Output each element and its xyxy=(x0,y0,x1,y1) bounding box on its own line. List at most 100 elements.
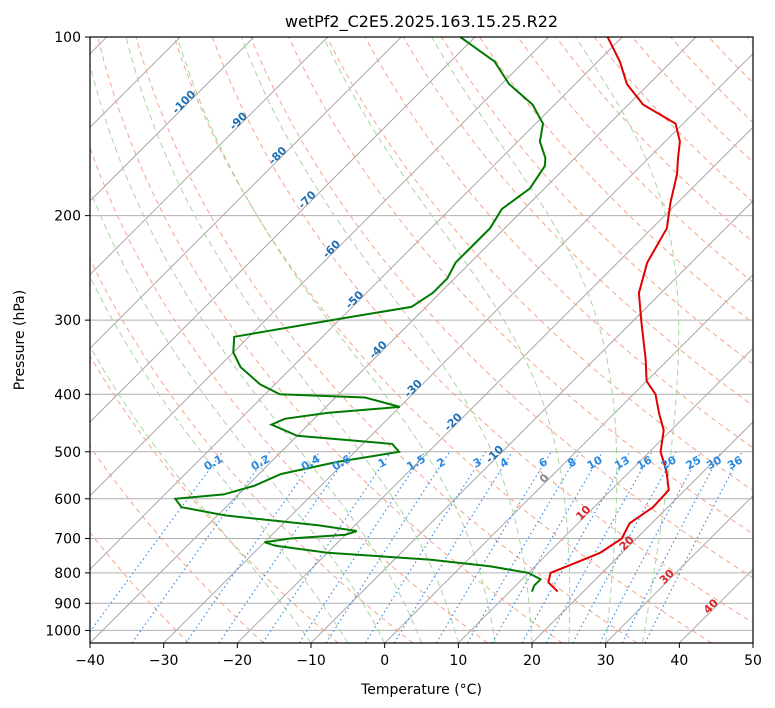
dry-adiabat-line xyxy=(250,37,753,579)
mixing-ratio-line xyxy=(325,451,451,643)
temperature-line xyxy=(547,37,681,593)
dry-adiabat-line xyxy=(440,37,753,365)
isotherm-label: 40 xyxy=(701,596,721,616)
y-tick-label: 900 xyxy=(54,596,81,612)
mixing-ratio-line xyxy=(572,451,677,643)
y-tick-label: 100 xyxy=(54,30,81,46)
mixing-ratio-line xyxy=(521,451,631,643)
dry-adiabat-line xyxy=(90,445,264,643)
isotherm-line xyxy=(678,568,753,643)
moist-adiabat-line xyxy=(240,37,533,643)
x-tick-label: 20 xyxy=(523,653,541,669)
mixing-ratio-label: 25 xyxy=(684,453,704,472)
mixing-ratio-line xyxy=(185,451,321,643)
isotherm-line xyxy=(90,37,550,497)
y-tick-label: 200 xyxy=(54,209,81,225)
mixing-ratio-line xyxy=(262,451,392,643)
x-tick-label: −10 xyxy=(296,653,326,669)
moist-adiabat-line xyxy=(575,37,680,643)
dry-adiabat-line xyxy=(90,355,339,643)
y-tick-label: 300 xyxy=(54,313,81,329)
mixing-ratio-line xyxy=(90,451,224,633)
mixing-ratio-line xyxy=(466,451,581,643)
x-tick-label: 10 xyxy=(449,653,467,669)
chart-title: wetPf2_C2E5.2025.163.15.25.R22 xyxy=(285,12,558,32)
x-tick-label: −20 xyxy=(223,653,253,669)
isotherm-line xyxy=(90,37,402,350)
x-tick-label: −30 xyxy=(149,653,179,669)
mixing-ratio-line xyxy=(435,451,552,643)
isotherm-line xyxy=(90,37,476,423)
y-axis-label: Pressure (hPa) xyxy=(12,290,28,390)
isotherm-line xyxy=(90,37,623,571)
moist-adiabat-line xyxy=(125,37,459,643)
dry-adiabat-line xyxy=(211,37,753,624)
isotherm-line xyxy=(90,37,697,643)
plot-frame xyxy=(89,36,754,644)
y-tick-label: 800 xyxy=(54,566,81,582)
isotherm-label: -90 xyxy=(227,109,250,132)
dry-adiabat-line xyxy=(90,257,414,643)
mixing-ratio-label: 8 xyxy=(565,455,578,470)
dry-adiabat-line xyxy=(90,146,488,643)
mixing-ratio-label: 3 xyxy=(471,455,484,470)
dry-adiabat-line xyxy=(708,37,753,84)
mixing-ratio-line xyxy=(131,451,271,643)
mixing-ratio-label: 0.4 xyxy=(299,452,323,473)
dry-adiabat-line xyxy=(288,37,753,535)
y-tick-label: 600 xyxy=(54,492,81,508)
x-axis-label: Temperature (°C) xyxy=(360,682,482,698)
isotherm-label: -60 xyxy=(320,237,343,260)
mixing-ratio-label: 0.6 xyxy=(330,452,354,473)
isotherm-line xyxy=(457,347,753,643)
mixing-ratio-label: 10 xyxy=(585,453,605,472)
mixing-ratio-line xyxy=(364,451,487,643)
isotherm-label: -50 xyxy=(343,288,366,311)
mixing-ratio-label: 16 xyxy=(635,453,655,472)
moist-adiabat-line xyxy=(90,345,312,643)
dry-adiabat-line xyxy=(326,37,753,492)
isopleth-labels: 0.1 0.2 0.4 0.6 1 1.5 2 3 4 6 8 10 13 16 20 25 30 36-100-… xyxy=(170,88,746,617)
isotherm-line xyxy=(752,642,753,643)
dry-adiabat-line xyxy=(555,37,753,243)
moist-adiabat-line xyxy=(90,188,386,643)
axes: −40 −30 −20 −10 0 10 20 30 40 50 100 200 300 400 500 60… xyxy=(45,30,762,669)
isotherm-line xyxy=(531,421,753,643)
mixing-ratio-label: 30 xyxy=(704,453,724,472)
isotherm-line xyxy=(605,494,753,643)
dry-adiabat-line xyxy=(135,37,638,643)
mixing-ratio-label: 0.1 xyxy=(202,452,225,473)
dewpoint-line xyxy=(173,37,547,592)
isotherm-line xyxy=(90,37,255,202)
dry-adiabat-line xyxy=(670,37,753,124)
dry-adiabat-line xyxy=(517,37,753,284)
isotherm-line xyxy=(90,37,329,276)
mixing-ratio-label: 13 xyxy=(612,453,632,472)
dry-adiabat-line xyxy=(479,37,753,324)
isotherm-label: -80 xyxy=(266,144,289,167)
dry-adiabat-line xyxy=(90,531,190,643)
isotherm-label: -30 xyxy=(402,377,425,400)
mixing-ratio-line xyxy=(599,451,702,643)
isotherm-line xyxy=(384,273,753,643)
isotherm-label: -40 xyxy=(367,338,390,361)
y-tick-label: 1000 xyxy=(45,623,81,639)
y-tick-label: 700 xyxy=(54,532,81,548)
y-tick-label: 500 xyxy=(54,445,81,461)
mixing-ratio-line xyxy=(218,451,351,643)
moist-adiabat-line xyxy=(90,62,422,643)
isotherm-label: -20 xyxy=(442,410,465,433)
y-tick-label: 400 xyxy=(54,387,81,403)
moist-adiabat-line xyxy=(176,37,496,643)
dry-adiabat-line xyxy=(402,37,753,407)
dry-adiabat-line xyxy=(593,37,753,203)
mixing-ratio-label: 1 xyxy=(376,455,389,470)
isotherm-label: 20 xyxy=(617,533,637,553)
moist-adiabat-line xyxy=(323,37,571,643)
x-tick-label: 40 xyxy=(670,653,688,669)
x-tick-label: 0 xyxy=(380,653,389,669)
dry-adiabat-line xyxy=(97,37,563,643)
moist-adiabat-line xyxy=(431,37,618,643)
dry-adiabat-line xyxy=(173,37,712,643)
